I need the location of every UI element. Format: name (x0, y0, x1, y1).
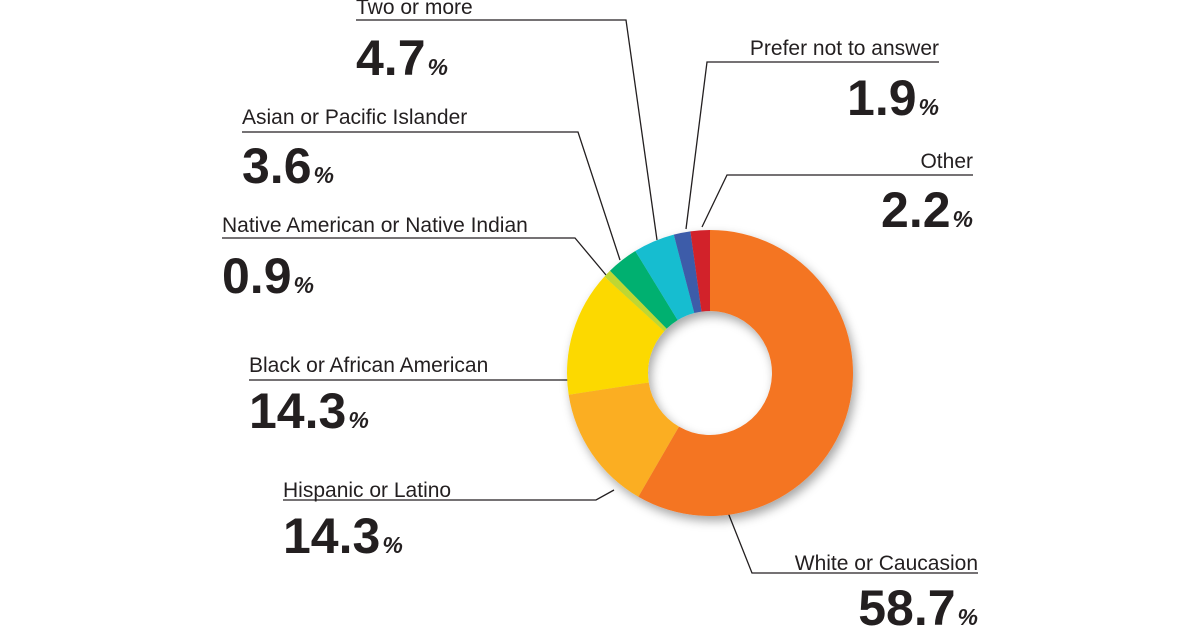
slice-label-white-or-caucasion: White or Caucasion (795, 552, 978, 575)
value-number: 14.3 (249, 383, 346, 439)
slice-value-two-or-more: 4.7% (356, 30, 448, 86)
value-number: 1.9 (847, 70, 917, 126)
leader-line-native-american-or-native-indian (222, 237, 607, 276)
percent-sign: % (919, 94, 939, 120)
percent-sign: % (348, 407, 368, 433)
leader-lines (222, 19, 978, 574)
slice-asian-or-pacific-islander (609, 251, 678, 329)
leader-line-hispanic-or-latino (283, 489, 615, 501)
slice-hispanic-or-latino (568, 382, 679, 497)
value-number: 14.3 (283, 508, 380, 564)
slice-value-other: 2.2% (881, 182, 973, 238)
percent-sign: % (314, 162, 334, 188)
slice-value-hispanic-or-latino: 14.3% (283, 508, 403, 564)
slice-label-prefer-not-to-answer: Prefer not to answer (750, 37, 939, 60)
percent-sign: % (953, 206, 973, 232)
slice-label-black-or-african-american: Black or African American (249, 354, 488, 377)
leader-line-prefer-not-to-answer (685, 61, 939, 230)
slice-value-asian-or-pacific-islander: 3.6% (242, 138, 334, 194)
slice-other (690, 230, 710, 312)
leader-line-other (701, 174, 973, 228)
donut-slices (567, 230, 854, 517)
slice-value-black-or-african-american: 14.3% (249, 383, 369, 439)
slice-black-or-african-american (567, 276, 665, 395)
slice-label-other: Other (920, 150, 973, 173)
slice-value-native-american-or-native-indian: 0.9% (222, 248, 314, 304)
percent-sign: % (958, 604, 978, 630)
value-number: 3.6 (242, 138, 312, 194)
percent-sign: % (294, 272, 314, 298)
slice-labels: White or Caucasion 58.7% Hispanic or Latin… (222, 0, 978, 630)
value-number: 58.7 (858, 580, 955, 630)
percent-sign: % (428, 54, 448, 80)
slice-label-native-american-or-native-indian: Native American or Native Indian (222, 214, 528, 237)
slice-label-hispanic-or-latino: Hispanic or Latino (283, 479, 451, 502)
value-number: 2.2 (881, 182, 951, 238)
slice-label-two-or-more: Two or more (356, 0, 473, 19)
slice-prefer-not-to-answer (673, 231, 702, 314)
value-number: 4.7 (356, 30, 426, 86)
slice-value-prefer-not-to-answer: 1.9% (847, 70, 939, 126)
leader-line-two-or-more (356, 19, 658, 241)
value-number: 0.9 (222, 248, 292, 304)
slice-value-white-or-caucasion: 58.7% (858, 580, 978, 630)
slice-label-asian-or-pacific-islander: Asian or Pacific Islander (242, 106, 467, 129)
slice-native-american-or-native-indian (604, 270, 667, 332)
slice-white-or-caucasion (638, 230, 854, 517)
leader-line-white-or-caucasion (724, 504, 978, 574)
leader-line-asian-or-pacific-islander (242, 131, 621, 261)
percent-sign: % (382, 532, 402, 558)
slice-two-or-more (635, 234, 695, 321)
